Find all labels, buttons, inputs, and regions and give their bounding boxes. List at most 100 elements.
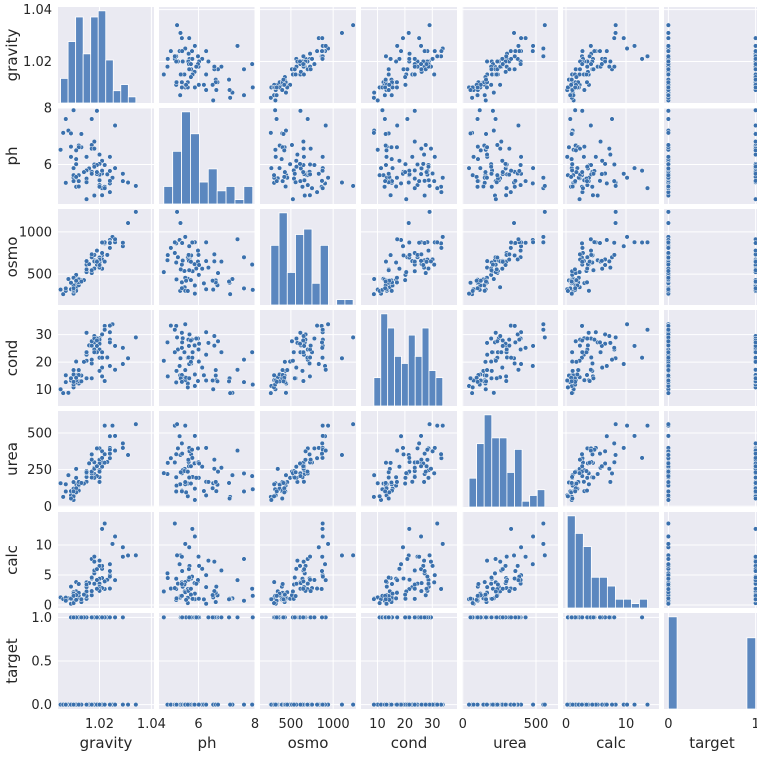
scatter-point [89, 575, 95, 581]
scatter-point [371, 494, 377, 500]
panel-gravity-vs-calc [563, 7, 659, 103]
scatter-point [586, 330, 592, 336]
scatter-point [378, 165, 384, 171]
scatter-point [607, 152, 613, 158]
scatter-point [665, 245, 671, 251]
scatter-point [311, 614, 317, 620]
scatter-point [644, 423, 651, 429]
scatter-point [309, 56, 315, 62]
scatter-point [107, 702, 113, 708]
scatter-point [314, 702, 320, 708]
scatter-point [302, 192, 308, 199]
scatter-point [404, 116, 410, 122]
scatter-point [125, 179, 131, 186]
scatter-point [665, 520, 671, 527]
scatter-point [339, 552, 345, 558]
scatter-point [665, 433, 671, 439]
scatter-point [595, 192, 601, 199]
scatter-point [427, 183, 433, 189]
scatter-point [416, 178, 422, 184]
y-tick-label: 1.0 [31, 611, 52, 626]
scatter-point [179, 279, 185, 285]
scatter-point [665, 53, 671, 59]
scatter-point [192, 84, 198, 90]
scatter-point [593, 329, 599, 335]
hist-bar [529, 495, 538, 508]
scatter-point [293, 158, 299, 164]
scatter-point [493, 588, 499, 594]
scatter-point [512, 360, 518, 367]
scatter-point [175, 254, 181, 260]
scatter-point [753, 122, 757, 129]
scatter-point [196, 460, 202, 467]
scatter-point [320, 154, 326, 160]
scatter-point [606, 64, 612, 70]
scatter-point [186, 474, 192, 481]
scatter-point [500, 259, 506, 265]
scatter-point [665, 239, 671, 245]
scatter-point [227, 87, 233, 93]
scatter-point [506, 343, 512, 349]
scatter-point [489, 349, 495, 355]
panel-osmo-vs-urea [462, 209, 558, 305]
scatter-point [480, 183, 486, 190]
scatter-point [493, 330, 499, 336]
scatter-point [477, 165, 483, 171]
scatter-point [89, 343, 95, 349]
scatter-point [241, 598, 247, 604]
panel-ph-vs-gravity [58, 107, 154, 204]
scatter-point [284, 702, 290, 708]
scatter-point [388, 192, 394, 198]
scatter-point [210, 82, 216, 88]
scatter-point [383, 147, 390, 153]
scatter-point [102, 162, 108, 168]
scatter-point [104, 171, 110, 177]
scatter-point [500, 337, 506, 343]
scatter-point [283, 128, 289, 134]
scatter-point [500, 614, 506, 620]
scatter-point [573, 169, 579, 175]
scatter-point [432, 572, 438, 578]
scatter-point [393, 183, 399, 190]
scatter-point [120, 240, 126, 246]
y-tick-label: 500 [27, 426, 52, 441]
scatter-point [186, 66, 192, 72]
scatter-point [386, 495, 392, 502]
scatter-point [425, 475, 432, 481]
scatter-point [174, 22, 180, 28]
hist-bar [574, 532, 584, 609]
scatter-point [193, 64, 199, 70]
scatter-point [542, 334, 548, 340]
scatter-point [540, 53, 546, 59]
scatter-point [301, 343, 307, 349]
scatter-point [753, 43, 757, 49]
scatter-point [211, 64, 217, 70]
scatter-point [186, 51, 192, 57]
scatter-point [386, 469, 392, 475]
scatter-point [89, 474, 95, 481]
scatter-point [412, 567, 418, 573]
scatter-point [412, 71, 418, 78]
scatter-point [518, 35, 524, 41]
scatter-point [569, 349, 575, 355]
scatter-point [602, 448, 608, 454]
scatter-point [471, 154, 477, 160]
scatter-point [753, 474, 757, 481]
scatter-point [599, 158, 605, 164]
scatter-point [482, 359, 489, 365]
scatter-point [753, 526, 757, 532]
hist-bar [234, 199, 245, 205]
scatter-point [188, 337, 194, 343]
scatter-point [665, 327, 671, 333]
scatter-point [518, 544, 524, 550]
scatter-point [665, 30, 671, 36]
scatter-point [133, 183, 139, 189]
scatter-point [512, 586, 518, 592]
scatter-point [573, 74, 579, 80]
scatter-point [389, 165, 396, 171]
panel-urea-vs-urea [462, 411, 558, 508]
scatter-point [107, 339, 113, 345]
scatter-point [183, 489, 189, 495]
scatter-point [210, 278, 216, 284]
scatter-point [133, 702, 139, 708]
